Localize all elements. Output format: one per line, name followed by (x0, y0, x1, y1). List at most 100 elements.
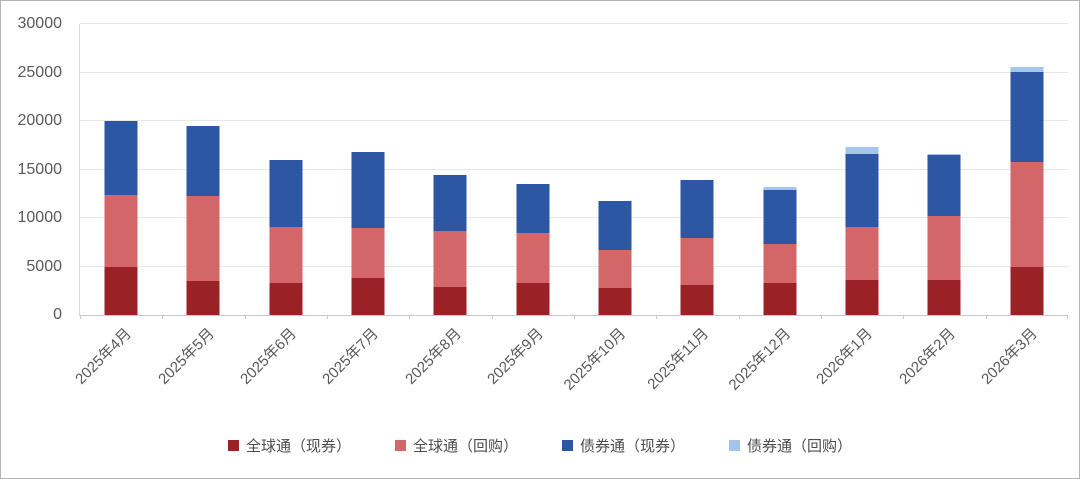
stacked-bar-2026年2月 (927, 153, 961, 315)
stacked-bar-2025年6月 (269, 159, 303, 315)
x-axis-tick-mark (738, 315, 740, 319)
bar-segment-债券通（现券） (680, 180, 714, 238)
gridline (80, 120, 1068, 121)
stacked-bar-2025年8月 (433, 175, 467, 315)
x-axis-tick-mark (162, 315, 164, 319)
bar-segment-全球通（现券） (186, 281, 220, 315)
bar-segment-债券通（现券） (104, 120, 138, 196)
legend-swatch-icon (562, 440, 573, 451)
gridline (80, 217, 1068, 218)
bar-segment-全球通（现券） (680, 284, 714, 315)
x-axis-tick-label: 2025年12月 (725, 325, 794, 394)
y-axis-tick-label: 0 (53, 306, 62, 323)
x-axis-tick-label: 2025年5月 (154, 325, 218, 388)
legend-label: 全球通（现券） (245, 438, 351, 455)
x-axis-tick-label: 2025年11月 (643, 325, 712, 393)
bar-segment-全球通（回购） (186, 195, 220, 282)
category-column: 2025年10月 (561, 24, 656, 394)
bar-segment-全球通（回购） (269, 226, 303, 283)
bar-segment-债券通（回购） (1010, 66, 1044, 72)
bar-segment-全球通（现券） (1010, 267, 1044, 315)
x-axis-tick-mark (491, 315, 493, 319)
bar-segment-债券通（现券） (269, 159, 303, 227)
gridline (80, 23, 1068, 24)
gridline (80, 71, 1068, 73)
x-axis-tick-mark (656, 315, 658, 319)
legend-swatch-icon (394, 440, 406, 451)
legend-item: 全球通（回购） (394, 435, 518, 456)
stacked-bar-2025年10月 (598, 200, 632, 315)
stacked-bar-2025年12月 (763, 186, 797, 315)
stacked-bar-2025年9月 (516, 184, 550, 315)
x-axis-tick-mark (409, 315, 411, 319)
x-axis-tick-mark (903, 315, 905, 319)
x-axis-tick-label: 2026年3月 (978, 325, 1041, 388)
bar-segment-全球通（回购） (845, 227, 879, 281)
bar-segment-债券通（现券） (763, 189, 797, 245)
category-column: 2025年5月 (155, 24, 244, 388)
legend-label: 债券通（回购） (747, 438, 853, 455)
x-axis-tick-label: 2025年8月 (401, 325, 465, 388)
bar-segment-全球通（现券） (351, 278, 385, 315)
bar-segment-全球通（回购） (433, 231, 467, 287)
bar-segment-债券通（现券） (186, 126, 220, 196)
legend-item: 债券通（回购） (729, 435, 852, 456)
x-axis-tick-mark (326, 315, 328, 319)
category-column: 2026年2月 (896, 24, 985, 388)
bar-segment-债券通（现券） (927, 154, 961, 216)
x-axis-tick-label: 2026年2月 (895, 325, 959, 388)
x-axis-tick-label: 2025年4月 (72, 325, 136, 388)
bar-segment-全球通（现券） (845, 280, 879, 315)
stacked-bar-2025年7月 (351, 152, 385, 315)
plot-area: 0 5000 10000 15000 20000 25000 30000 2025年4月 202… (18, 15, 1068, 394)
x-axis-tick-label: 2025年10月 (560, 325, 630, 394)
bar-segment-债券通（回购） (927, 153, 961, 155)
legend-label: 全球通（回购） (412, 438, 518, 455)
bar-segment-全球通（回购） (351, 228, 385, 279)
category-column: 2025年8月 (402, 24, 491, 388)
gridline (80, 168, 1068, 170)
category-column: 2025年6月 (237, 24, 327, 388)
x-axis-tick-label: 2025年7月 (319, 325, 383, 388)
bar-segment-债券通（现券） (516, 184, 550, 233)
bar-segment-全球通（回购） (1010, 161, 1044, 268)
legend-item: 全球通（现券） (227, 435, 351, 456)
y-axis-tick-label: 5000 (26, 257, 62, 275)
bar-segment-全球通（现券） (433, 286, 467, 315)
y-axis-tick-label: 30000 (17, 15, 63, 32)
bar-segment-债券通（回购） (763, 186, 797, 190)
x-axis-tick-label: 2025年6月 (237, 325, 300, 388)
bar-segment-全球通（回购） (927, 215, 961, 281)
category-column: 2026年3月 (978, 24, 1068, 388)
bar-segment-全球通（现券） (269, 283, 303, 315)
legend-label: 债券通（现券） (580, 438, 686, 455)
x-axis-tick-label: 2026年1月 (813, 325, 877, 388)
bar-segment-债券通（现券） (351, 152, 385, 229)
bar-segment-全球通（回购） (598, 250, 632, 288)
bar-segment-全球通（回购） (763, 244, 797, 283)
x-axis-tick-mark (80, 315, 81, 319)
stacked-bar-2025年4月 (104, 120, 138, 315)
category-column: 2025年4月 (73, 24, 162, 388)
stacked-bar-2026年3月 (1010, 66, 1044, 315)
x-axis-tick-mark (244, 315, 246, 319)
y-axis-tick-label: 20000 (17, 112, 63, 129)
x-axis-tick-mark (1066, 315, 1068, 319)
x-axis-tick-mark (820, 315, 822, 319)
x-axis-tick-label: 2025年9月 (484, 325, 547, 388)
bar-segment-全球通（回购） (516, 232, 550, 283)
bar-segment-全球通（现券） (104, 267, 138, 315)
bar-segment-债券通（现券） (1010, 71, 1044, 162)
category-column: 2025年9月 (484, 24, 574, 388)
bar-segment-债券通（现券） (433, 175, 467, 232)
stacked-bar-2025年11月 (680, 180, 714, 315)
bar-segment-全球通（现券） (927, 280, 961, 315)
stacked-bar-2026年1月 (845, 146, 879, 315)
bar-segment-全球通（现券） (763, 283, 797, 315)
category-column: 2025年12月 (725, 24, 821, 394)
legend: 全球通（现券） 全球通（回购） 债券通（现券） 债券通（回购） (1, 435, 1079, 456)
y-axis-tick-label: 15000 (17, 160, 63, 178)
bar-segment-全球通（现券） (516, 283, 550, 315)
legend-item: 债券通（现券） (562, 435, 685, 456)
bar-segment-债券通（现券） (598, 200, 632, 251)
